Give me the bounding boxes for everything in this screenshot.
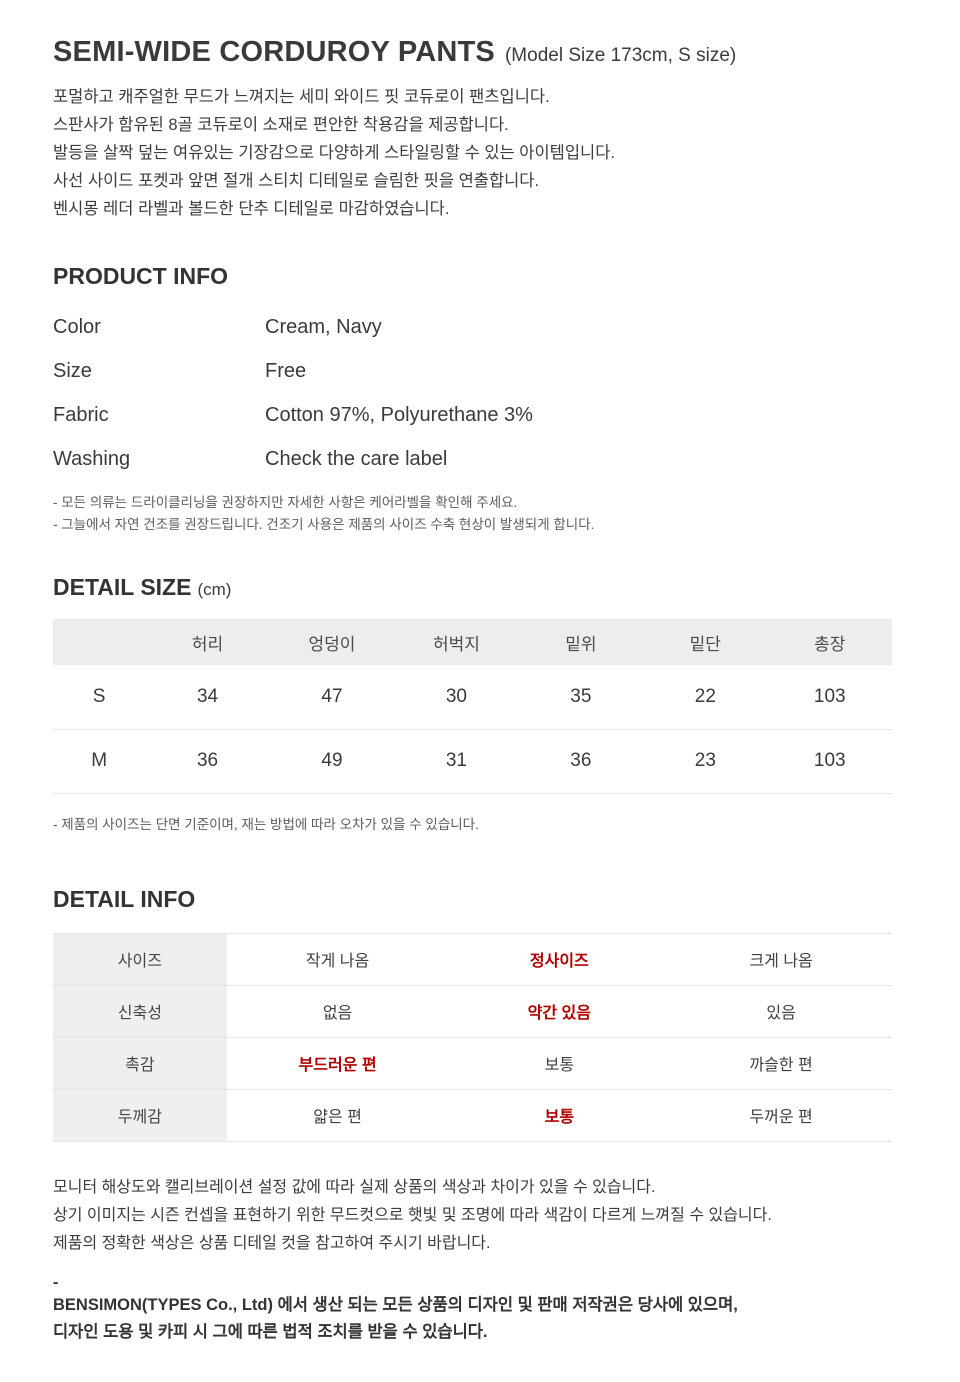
detail-size-unit: (cm) bbox=[197, 580, 232, 599]
info-option: 정사이즈 bbox=[448, 933, 671, 986]
size-table-header-cell: 총장 bbox=[767, 619, 892, 665]
size-table-header-cell: 허리 bbox=[145, 619, 270, 665]
info-row-label: 촉감 bbox=[53, 1037, 227, 1090]
fabric-value: Cotton 97%, Polyurethane 3% bbox=[265, 404, 533, 426]
info-option: 작게 나옴 bbox=[226, 933, 449, 986]
washing-value: Check the care label bbox=[265, 448, 448, 470]
product-info-row-size: Size Free bbox=[53, 360, 892, 383]
size-cell: 30 bbox=[394, 665, 519, 730]
size-cell: 47 bbox=[269, 665, 395, 730]
description-line: 포멀하고 캐주얼한 무드가 느껴지는 세미 와이드 핏 코듀로이 팬츠입니다. bbox=[53, 88, 550, 106]
info-row-label: 사이즈 bbox=[53, 933, 227, 986]
size-table-header-cell bbox=[53, 619, 146, 665]
size-cell: 22 bbox=[643, 665, 768, 730]
product-info-row-color: Color Cream, Navy bbox=[53, 316, 892, 339]
info-option: 보통 bbox=[448, 1089, 671, 1142]
legal-line: BENSIMON(TYPES Co., Ltd) 에서 생산 되는 모든 상품의… bbox=[53, 1295, 738, 1314]
washing-label: Washing bbox=[53, 448, 131, 470]
size-cell: 103 bbox=[767, 665, 892, 730]
size-value: Free bbox=[265, 360, 307, 382]
product-info-heading: PRODUCT INFO bbox=[53, 263, 229, 289]
fabric-label: Fabric bbox=[53, 404, 109, 426]
color-value: Cream, Navy bbox=[265, 316, 382, 338]
info-row-label: 신축성 bbox=[53, 985, 227, 1038]
size-cell: 49 bbox=[269, 729, 395, 794]
size-cell: 36 bbox=[145, 729, 270, 794]
info-option: 부드러운 편 bbox=[226, 1037, 449, 1090]
info-option: 보통 bbox=[448, 1037, 671, 1090]
legal-line: 디자인 도용 및 카피 시 그에 따른 법적 조치를 받을 수 있습니다. bbox=[53, 1322, 488, 1341]
info-option: 없음 bbox=[226, 985, 449, 1038]
product-title: SEMI-WIDE CORDUROY PANTS bbox=[53, 36, 495, 68]
info-row-label: 두께감 bbox=[53, 1089, 227, 1142]
size-row-label: S bbox=[53, 665, 146, 730]
info-row-stretch: 신축성 없음 약간 있음 있음 bbox=[53, 985, 892, 1038]
size-cell: 34 bbox=[145, 665, 270, 730]
size-table-row-s: S 34 47 30 35 22 103 bbox=[53, 665, 892, 730]
product-title-suffix: (Model Size 173cm, S size) bbox=[504, 45, 737, 66]
size-table-row-m: M 36 49 31 36 23 103 bbox=[53, 729, 892, 794]
size-table-header-cell: 엉덩이 bbox=[269, 619, 395, 665]
product-info-row-fabric: Fabric Cotton 97%, Polyurethane 3% bbox=[53, 404, 892, 427]
product-info-rows: Color Cream, Navy Size Free Fabric Cotto… bbox=[53, 316, 892, 471]
care-note: - 그늘에서 자연 건조를 권장드립니다. 건조기 사용은 제품의 사이즈 수축… bbox=[53, 517, 595, 532]
info-option: 까슬한 편 bbox=[670, 1037, 892, 1090]
description-line: 발등을 살짝 덮는 여유있는 기장감으로 다양하게 스타일링할 수 있는 아이템… bbox=[53, 144, 615, 162]
footer-note: 모니터 해상도와 캘리브레이션 설정 값에 따라 실제 상품의 색상과 차이가 … bbox=[53, 1178, 656, 1196]
info-option: 얇은 편 bbox=[226, 1089, 449, 1142]
detail-size-heading-text: DETAIL SIZE bbox=[53, 574, 192, 600]
footer-dash: - bbox=[53, 1273, 59, 1291]
size-table-header-cell: 허벅지 bbox=[394, 619, 519, 665]
size-label: Size bbox=[53, 360, 92, 382]
detail-info-heading: DETAIL INFO bbox=[53, 885, 196, 912]
footer-note: 제품의 정확한 색상은 상품 디테일 컷을 참고하여 주시기 바랍니다. bbox=[53, 1234, 491, 1252]
info-option: 크게 나옴 bbox=[670, 933, 892, 986]
footer-note: 상기 이미지는 시즌 컨셉을 표현하기 위한 무드컷으로 햇빛 및 조명에 따라… bbox=[53, 1206, 772, 1224]
info-row-texture: 촉감 부드러운 편 보통 까슬한 편 bbox=[53, 1037, 892, 1090]
legal-notice: BENSIMON(TYPES Co., Ltd) 에서 생산 되는 모든 상품의… bbox=[53, 1292, 892, 1346]
info-row-thickness: 두께감 얇은 편 보통 두꺼운 편 bbox=[53, 1089, 892, 1142]
size-cell: 31 bbox=[394, 729, 519, 794]
size-cell: 35 bbox=[518, 665, 644, 730]
info-option: 있음 bbox=[670, 985, 892, 1038]
info-option: 약간 있음 bbox=[448, 985, 671, 1038]
product-info-row-washing: Washing Check the care label bbox=[53, 448, 892, 471]
page-title-row: SEMI-WIDE CORDUROY PANTS (Model Size 173… bbox=[53, 36, 892, 69]
care-notes: - 모든 의류는 드라이클리닝을 권장하지만 자세한 사항은 케어라벨을 확인해… bbox=[53, 492, 892, 536]
info-option: 두꺼운 편 bbox=[670, 1089, 892, 1142]
size-table-header-row: 허리 엉덩이 허벅지 밑위 밑단 총장 bbox=[53, 619, 892, 665]
description-line: 벤시몽 레더 라벨과 볼드한 단추 디테일로 마감하였습니다. bbox=[53, 200, 450, 218]
size-table-header-cell: 밑단 bbox=[643, 619, 768, 665]
size-row-label: M bbox=[53, 729, 146, 794]
size-table-header-cell: 밑위 bbox=[518, 619, 644, 665]
product-description: 포멀하고 캐주얼한 무드가 느껴지는 세미 와이드 핏 코듀로이 팬츠입니다. … bbox=[53, 83, 892, 223]
detail-size-heading: DETAIL SIZE (cm) bbox=[53, 574, 892, 601]
care-note: - 모든 의류는 드라이클리닝을 권장하지만 자세한 사항은 케어라벨을 확인해… bbox=[53, 495, 518, 510]
size-table: 허리 엉덩이 허벅지 밑위 밑단 총장 S 34 47 30 35 22 103… bbox=[53, 619, 892, 794]
color-label: Color bbox=[53, 316, 101, 338]
size-note: - 제품의 사이즈는 단면 기준이며, 재는 방법에 따라 오차가 있을 수 있… bbox=[53, 816, 479, 832]
size-cell: 23 bbox=[643, 729, 768, 794]
footer-notes: 모니터 해상도와 캘리브레이션 설정 값에 따라 실제 상품의 색상과 차이가 … bbox=[53, 1174, 892, 1258]
description-line: 스판사가 함유된 8골 코듀로이 소재로 편안한 착용감을 제공합니다. bbox=[53, 116, 509, 134]
size-cell: 36 bbox=[518, 729, 644, 794]
size-cell: 103 bbox=[767, 729, 892, 794]
description-line: 사선 사이드 포켓과 앞면 절개 스티치 디테일로 슬림한 핏을 연출합니다. bbox=[53, 172, 540, 190]
info-table: 사이즈 작게 나옴 정사이즈 크게 나옴 신축성 없음 약간 있음 있음 촉감 … bbox=[53, 932, 892, 1142]
info-row-size: 사이즈 작게 나옴 정사이즈 크게 나옴 bbox=[53, 933, 892, 986]
